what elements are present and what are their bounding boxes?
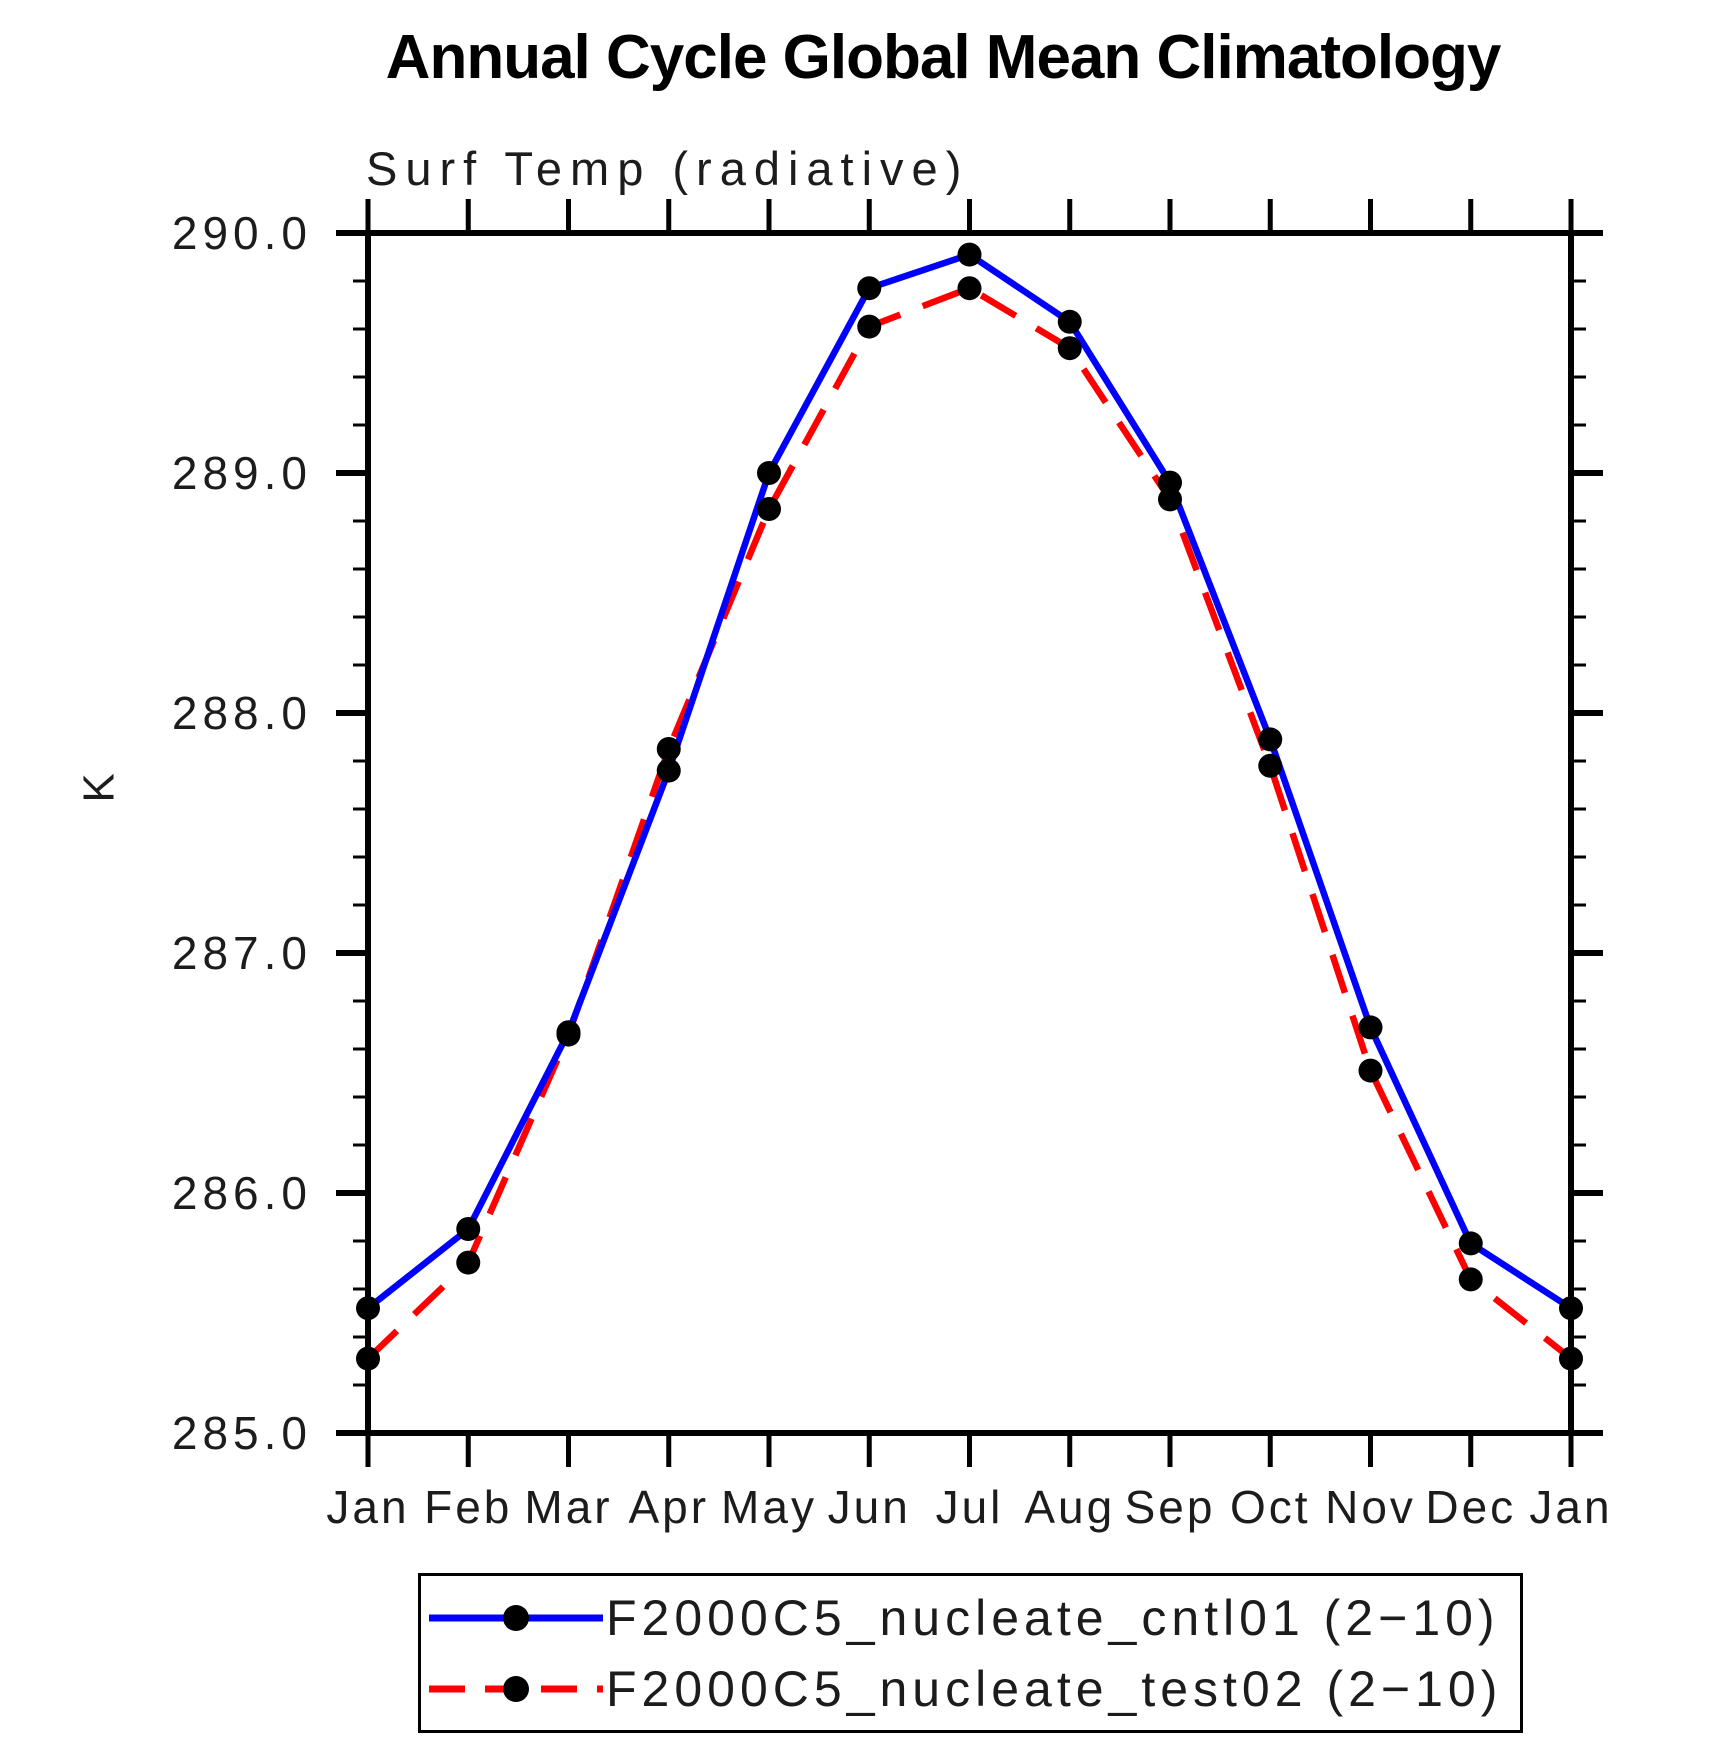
data-point-marker <box>1158 470 1182 495</box>
data-point-marker <box>757 461 781 485</box>
data-point-marker <box>1559 1296 1583 1321</box>
y-axis-ticks <box>336 230 1603 1436</box>
data-point-marker <box>1458 1267 1483 1292</box>
y-tick-label: 287.0 <box>172 927 312 979</box>
data-point-marker <box>1057 336 1082 361</box>
data-point-marker <box>356 1296 380 1321</box>
series-line-test02 <box>365 284 1574 1362</box>
x-tick-labels: Jan Feb Mar Apr May Jun Jul Aug Sep Oct Nov Dec Jan <box>326 1481 1612 1533</box>
x-tick-label: Jan <box>326 1481 409 1533</box>
legend-label: F2000C5_nucleate_cntl01 (2−10) <box>606 1589 1500 1646</box>
data-point-marker <box>1559 1346 1583 1371</box>
x-tick-label: Jan <box>1529 1481 1612 1533</box>
y-tick-label: 286.0 <box>172 1167 312 1219</box>
x-tick-label: Sep <box>1125 1481 1216 1533</box>
data-point-marker <box>356 1346 380 1371</box>
y-tick-label: 289.0 <box>172 447 312 499</box>
x-tick-label: May <box>721 1481 817 1533</box>
data-point-marker <box>1358 1058 1383 1083</box>
x-tick-label: Apr <box>628 1481 709 1533</box>
data-point-marker <box>456 1250 481 1275</box>
x-tick-label: Aug <box>1024 1481 1115 1533</box>
data-point-marker <box>656 737 681 761</box>
legend-line-sample <box>429 1675 603 1702</box>
data-point-marker <box>1258 727 1283 752</box>
x-axis-ticks <box>365 199 1574 1467</box>
data-point-marker <box>757 497 781 521</box>
x-tick-label: Dec <box>1425 1481 1516 1533</box>
data-point-marker <box>1458 1231 1483 1256</box>
data-point-marker <box>1358 1015 1383 1040</box>
x-tick-label: Feb <box>424 1481 512 1533</box>
y-tick-label: 285.0 <box>172 1407 312 1459</box>
data-point-marker <box>857 314 882 339</box>
x-tick-label: Mar <box>524 1481 612 1533</box>
legend-item-test02: F2000C5_nucleate_test02 (2−10) <box>421 1653 1520 1724</box>
data-point-marker <box>1158 487 1182 512</box>
data-point-marker <box>656 758 681 783</box>
axes <box>365 230 1574 1436</box>
legend-item-cntl01: F2000C5_nucleate_cntl01 (2−10) <box>421 1582 1520 1653</box>
x-tick-label: Jul <box>936 1481 1004 1533</box>
x-tick-label: Oct <box>1230 1481 1311 1533</box>
data-point-marker <box>556 1022 581 1047</box>
legend-marker-icon <box>503 1675 529 1702</box>
y-tick-label: 290.0 <box>172 207 312 259</box>
legend-line-sample <box>429 1604 603 1631</box>
data-point-marker <box>456 1217 481 1241</box>
data-point-marker <box>857 276 882 301</box>
data-point-marker <box>1057 309 1082 334</box>
data-point-marker <box>957 242 982 267</box>
series-line-cntl01 <box>365 251 1573 1311</box>
legend-marker-icon <box>503 1604 529 1631</box>
chart-title: Annual Cycle Global Mean Climatology <box>385 23 1502 92</box>
series-markers-test02 <box>356 276 1583 1371</box>
y-tick-label: 288.0 <box>172 687 312 739</box>
data-point-marker <box>957 276 982 301</box>
series-markers-cntl01 <box>356 242 1583 1321</box>
data-point-marker <box>1258 753 1283 778</box>
y-tick-labels: 285.0 286.0 287.0 288.0 289.0 290.0 <box>172 207 312 1459</box>
legend-label: F2000C5_nucleate_test02 (2−10) <box>606 1660 1503 1717</box>
x-tick-label: Nov <box>1325 1481 1416 1533</box>
legend: F2000C5_nucleate_cntl01 (2−10) F2000C5_nu… <box>418 1573 1523 1733</box>
chart-subtitle: Surf Temp (radiative) <box>366 142 970 195</box>
x-tick-label: Jun <box>828 1481 911 1533</box>
